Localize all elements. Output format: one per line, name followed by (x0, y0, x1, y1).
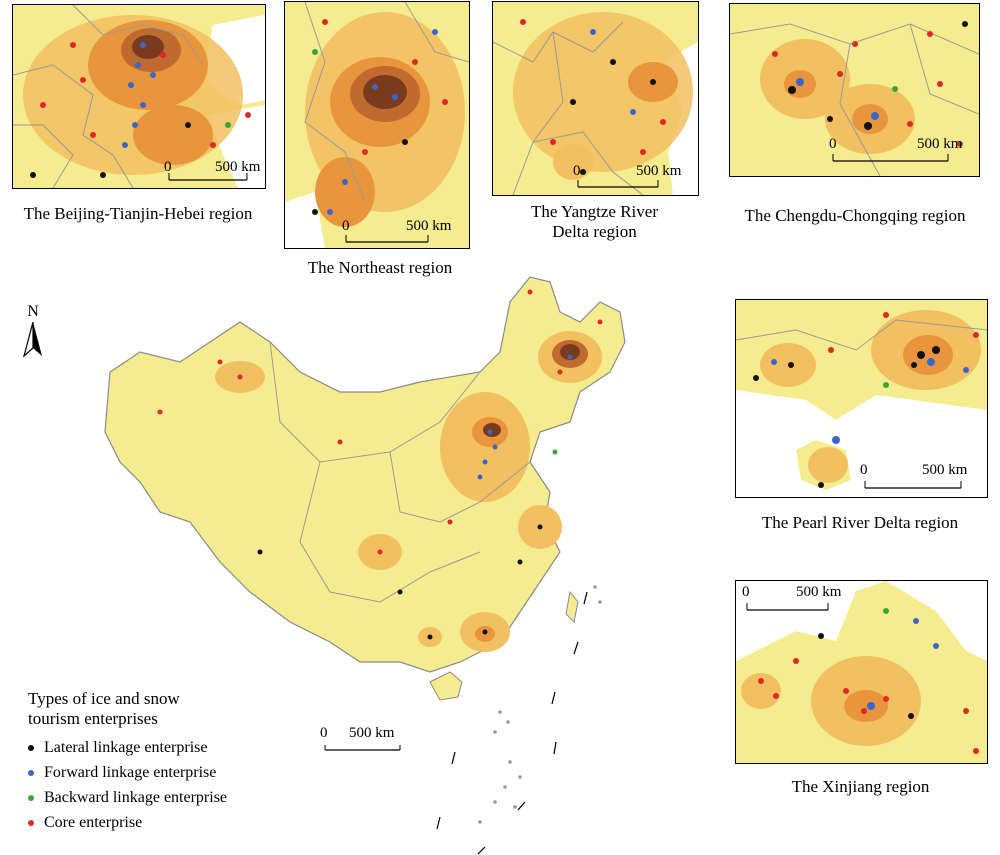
bth-scale-zero: 0 (164, 159, 172, 175)
legend-dot-green-icon (28, 794, 34, 801)
bth-scale-distance: 500 km (215, 159, 261, 175)
xj-enterprise-points (758, 608, 979, 754)
yrd-scale-bar (577, 180, 659, 188)
ne-scale-distance: 500 km (406, 218, 452, 234)
bth-scale-bar (168, 173, 248, 181)
yrd-caption-line1: The Yangtze River (530, 202, 658, 221)
legend-item-lateral: Lateral linkage enterprise (28, 735, 298, 760)
nine-dash-line (436, 591, 588, 855)
prd-enterprise-points (753, 312, 979, 488)
prd-caption: The Pearl River Delta region (761, 513, 959, 532)
main-map-enterprise-points (157, 289, 603, 640)
bth-caption: The Beijing-Tianjin-Hebei region (23, 204, 253, 223)
cc-map-graphic (730, 4, 979, 176)
main-scale-bar (324, 745, 401, 751)
prd-scale-zero: 0 (860, 462, 868, 478)
ne-map-graphic (285, 2, 469, 248)
south-china-sea-islands (478, 585, 602, 824)
bth-map-graphic (13, 5, 265, 188)
xj-scale-bar (746, 603, 829, 611)
yrd-scale-distance: 500 km (636, 163, 682, 179)
legend-item-backward: Backward linkage enterprise (28, 785, 298, 810)
legend-item-core: Core enterprise (28, 810, 298, 835)
ne-enterprise-points (312, 19, 448, 215)
ne-inset-map: 0 500 km (284, 1, 470, 249)
main-scale-distance: 500 km (349, 725, 395, 741)
ne-scale-zero: 0 (342, 218, 350, 234)
xj-scale-zero: 0 (742, 584, 750, 600)
north-arrow-icon (22, 322, 42, 358)
xj-inset-map: 0 500 km (735, 580, 988, 764)
prd-scale-distance: 500 km (922, 462, 968, 478)
main-china-map (104, 276, 626, 855)
cc-enterprise-points (772, 21, 968, 147)
cc-caption: The Chengdu-Chongqing region (744, 206, 966, 225)
legend-dot-red-icon (28, 819, 34, 826)
yrd-enterprise-points (520, 19, 666, 175)
legend-title-line1: Types of ice and snow (28, 689, 180, 708)
prd-scale-bar (864, 481, 962, 489)
legend-dot-blue-icon (28, 769, 34, 776)
bth-enterprise-points (30, 42, 251, 178)
legend-title-line2: tourism enterprises (28, 709, 158, 728)
xj-map-graphic (736, 581, 987, 763)
cc-scale-bar (832, 154, 949, 162)
bth-inset-map: 0 500 km (12, 4, 266, 189)
legend-dot-black-icon (28, 744, 34, 751)
legend-item-forward: Forward linkage enterprise (28, 760, 298, 785)
cc-scale-distance: 500 km (917, 136, 963, 152)
xj-caption: The Xinjiang region (791, 777, 930, 796)
legend-label: Forward linkage enterprise (44, 763, 217, 781)
yrd-inset-map: 0 500 km (492, 1, 699, 196)
yrd-caption-line2: Delta region (552, 222, 637, 241)
yrd-map-graphic (493, 2, 698, 195)
ne-caption: The Northeast region (307, 258, 453, 277)
cc-inset-map: 0 500 km (729, 3, 980, 177)
legend-label: Backward linkage enterprise (44, 788, 228, 806)
yrd-scale-zero: 0 (573, 163, 581, 179)
main-scale-zero: 0 (320, 725, 328, 741)
prd-inset-map: 0 500 km (735, 299, 988, 498)
legend-label: Core enterprise (44, 813, 143, 831)
legend-label: Lateral linkage enterprise (44, 738, 208, 756)
legend: Types of ice and snow tourism enterprise… (28, 689, 298, 835)
north-arrow-label: N (27, 303, 39, 320)
xj-scale-distance: 500 km (796, 584, 842, 600)
ne-scale-bar (345, 235, 429, 243)
cc-scale-zero: 0 (829, 136, 837, 152)
prd-map-graphic (736, 300, 987, 497)
